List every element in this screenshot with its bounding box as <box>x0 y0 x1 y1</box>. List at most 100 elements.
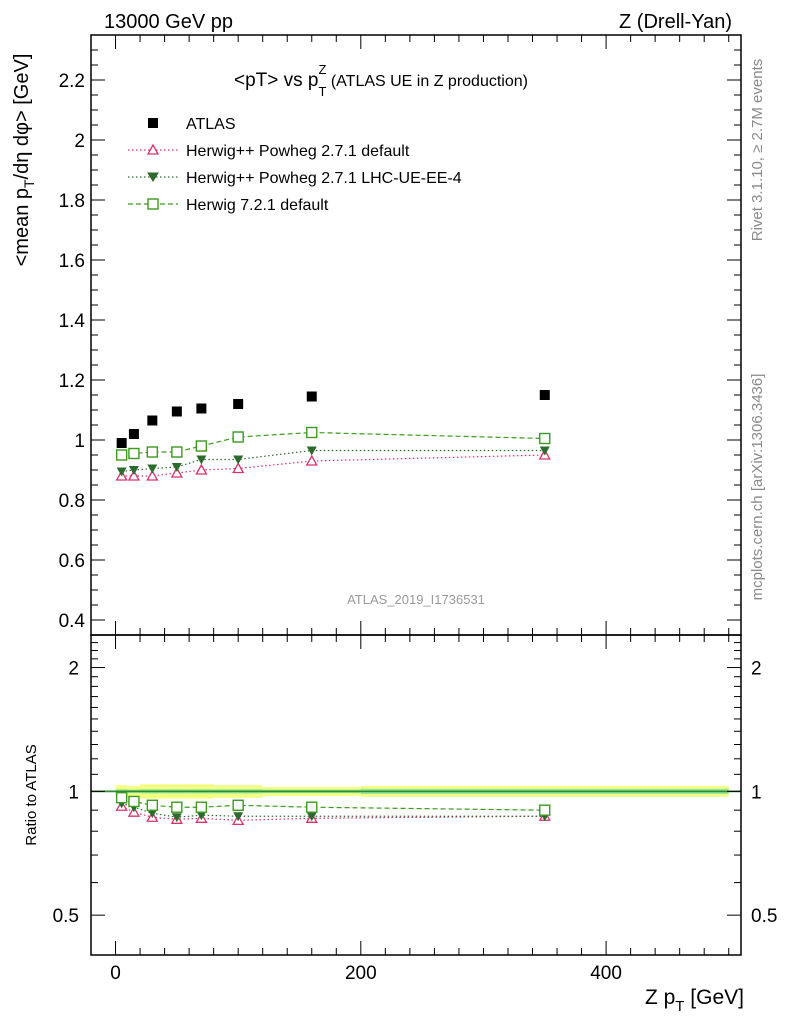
main-point-herwig_pp_ue <box>128 466 139 475</box>
ratio-point-herwig72 <box>115 792 128 804</box>
legend-label-herwig-pp-ue: Herwig++ Powheg 2.7.1 LHC-UE-EE-4 <box>186 170 462 187</box>
main-point-herwig72 <box>146 446 159 458</box>
main-point-herwig72 <box>171 446 183 458</box>
ratio-axis-ticks: 0.5 0.5 1 1 2 2 0 200 400 <box>53 635 777 984</box>
main-point-atlas <box>147 415 158 426</box>
main-point-atlas <box>233 399 244 409</box>
legend-marker-herwig72 <box>147 198 159 210</box>
ratio-ylabel: Ratio to ATLAS <box>23 744 40 845</box>
ratio-ytick-label-right: 0.5 <box>751 906 777 927</box>
main-series-herwig_pp_ue <box>116 446 550 477</box>
main-ylabel: <mean pT/dη dφ> [GeV] <box>11 54 37 267</box>
x-axis-label-sub: T <box>675 998 684 1015</box>
main-point-atlas <box>306 391 317 402</box>
xtick-label: 200 <box>345 963 377 984</box>
ratio-point-herwig72 <box>195 801 208 813</box>
plot-title: <pT> vs pZ T (ATLAS UE in Z production) <box>234 62 528 99</box>
main-series-herwig72 <box>115 426 551 461</box>
legend-label-herwig72: Herwig 7.2.1 default <box>186 197 329 214</box>
legend-marker-atlas <box>148 118 158 128</box>
title-suffix: (ATLAS UE in Z production) <box>326 73 528 90</box>
main-panel-series <box>115 390 551 481</box>
mcplots-label: mcplots.cern.ch [arXiv:1306.3436] <box>749 374 766 601</box>
main-ytick-label: 2 <box>74 131 85 152</box>
main-ylabel-sub: T <box>21 179 37 188</box>
ratio-point-herwig72 <box>306 801 318 813</box>
main-ylabel-pre: <mean p <box>11 188 33 266</box>
main-point-herwig_pp_ue <box>147 464 158 474</box>
main-point-herwig_pp_ue <box>116 467 127 477</box>
ratio-ytick-label-right: 2 <box>751 659 762 680</box>
ratio-ytick-label: 0.5 <box>53 906 79 927</box>
ratio-uncertainty-band <box>91 784 741 799</box>
main-point-herwig72 <box>128 447 140 460</box>
main-point-herwig72 <box>306 426 318 439</box>
main-point-herwig_pp_default <box>305 454 318 466</box>
main-point-atlas <box>171 406 182 417</box>
header-left: 13000 GeV pp <box>104 11 233 33</box>
main-series-herwig_pp_default <box>115 448 551 481</box>
main-point-herwig_pp_ue <box>196 455 207 465</box>
main-series-atlas <box>116 390 550 448</box>
ratio-ytick-label: 1 <box>68 782 79 803</box>
main-axis-ticks: 0.4 0.6 0.8 1 1.2 1.4 1.6 1.8 2 2.2 <box>59 34 741 636</box>
main-ytick-label: 1.2 <box>59 371 85 392</box>
main-point-atlas <box>539 390 550 400</box>
rivet-label: Rivet 3.1.10, ≥ 2.7M events <box>749 59 766 242</box>
main-point-herwig_pp_default <box>232 462 245 474</box>
legend-label-herwig-pp-default: Herwig++ Powheg 2.7.1 default <box>186 143 410 160</box>
xtick-label: 400 <box>590 963 622 984</box>
ratio-panel-series <box>115 792 551 826</box>
main-point-herwig_pp_default <box>195 463 208 475</box>
main-ytick-label: 2.2 <box>59 71 85 92</box>
main-ytick-label: 1.6 <box>59 251 85 272</box>
main-line-herwig_pp_ue <box>121 449 545 473</box>
ratio-point-herwig_pp_ue <box>306 812 317 822</box>
main-point-herwig_pp_default <box>146 469 159 481</box>
main-ytick-label: 0.8 <box>59 491 85 512</box>
ratio-point-herwig_pp_ue <box>147 809 158 819</box>
x-axis-label-pre: Z p <box>645 986 675 1009</box>
main-line-herwig_pp_default <box>121 454 545 477</box>
main-point-herwig_pp_ue <box>233 455 244 465</box>
main-point-herwig_pp_ue <box>171 463 182 472</box>
main-point-herwig72 <box>539 432 551 445</box>
main-line-herwig72 <box>121 431 545 456</box>
ratio-point-herwig72 <box>171 801 183 813</box>
ratio-line-herwig72 <box>121 797 545 811</box>
ratio-point-herwig_pp_ue <box>171 813 182 823</box>
ratio-ytick-label-right: 1 <box>751 782 762 803</box>
legend: ATLAS Herwig++ Powheg 2.7.1 default Herw… <box>128 116 462 214</box>
main-point-herwig_pp_ue <box>306 446 317 456</box>
main-ylabel-post: /dη dφ> [GeV] <box>11 54 33 180</box>
main-point-herwig72 <box>195 440 208 452</box>
main-point-atlas <box>196 403 207 414</box>
title-main: <pT> vs p <box>234 70 319 91</box>
main-point-atlas <box>116 438 127 448</box>
main-point-herwig_pp_default <box>170 466 183 478</box>
ratio-line-herwig_pp_default <box>121 805 545 821</box>
legend-item-atlas: ATLAS <box>148 116 236 133</box>
ratio-point-herwig_pp_ue <box>196 811 207 821</box>
main-point-herwig72 <box>232 431 244 443</box>
main-ytick-label: 0.4 <box>59 611 86 632</box>
legend-item-herwig-pp-default: Herwig++ Powheg 2.7.1 default <box>128 143 410 160</box>
ratio-panel-frame <box>90 634 742 956</box>
legend-label-atlas: ATLAS <box>186 116 236 133</box>
ratio-line-herwig_pp_ue <box>121 802 545 818</box>
x-axis-label-post: [GeV] <box>684 986 744 1009</box>
ratio-ytick-label: 2 <box>68 659 79 680</box>
ratio-point-herwig72 <box>539 804 551 816</box>
main-point-herwig72 <box>115 449 128 461</box>
x-axis-label: Z pT [GeV] <box>645 986 744 1015</box>
main-point-atlas <box>128 429 139 439</box>
ratio-point-herwig72 <box>232 799 244 811</box>
main-ytick-label: 1 <box>74 431 85 452</box>
legend-marker-herwig-pp-default <box>146 143 160 155</box>
legend-marker-herwig-pp-ue <box>147 172 159 182</box>
ratio-point-herwig_pp_ue <box>233 812 244 822</box>
ratio-point-herwig72 <box>128 795 140 808</box>
legend-item-herwig-pp-ue: Herwig++ Powheg 2.7.1 LHC-UE-EE-4 <box>128 170 462 187</box>
xtick-label: 0 <box>110 963 121 984</box>
